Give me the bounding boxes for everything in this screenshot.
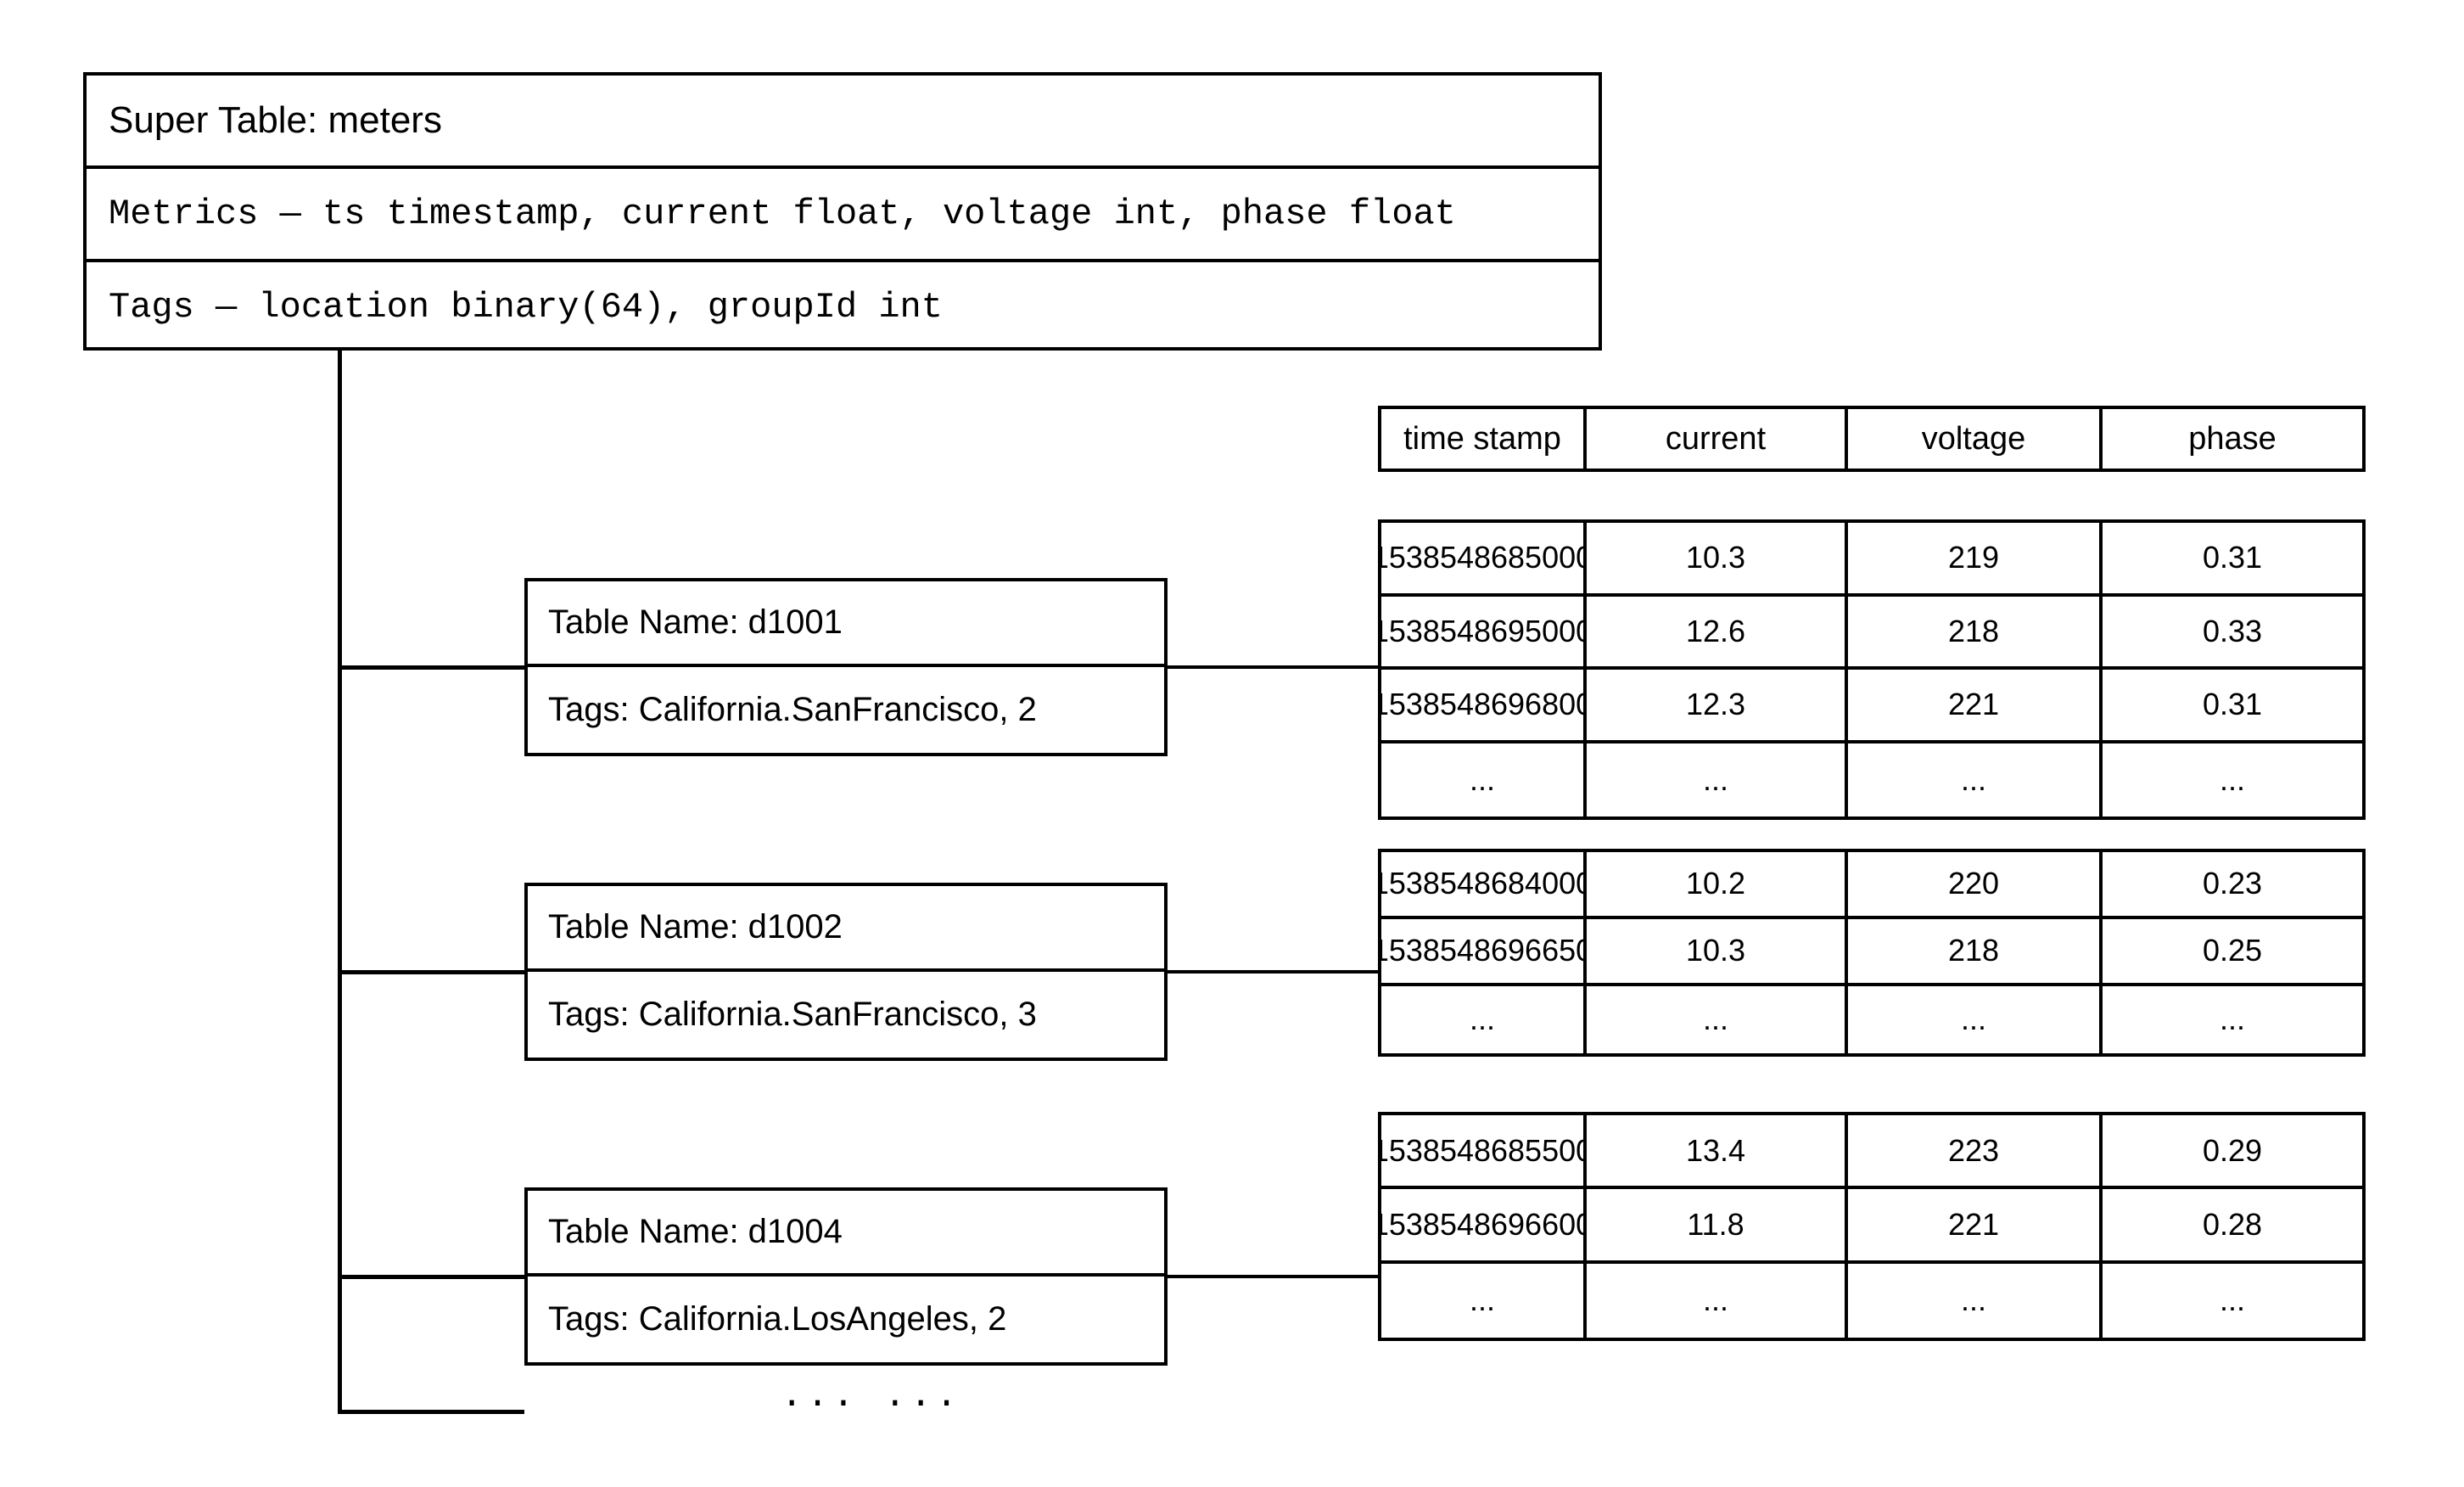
sub-table-name-row: Table Name: d1001 [528,581,1164,667]
sub-table-name-row: Table Name: d1004 [528,1191,1164,1277]
tree-branch-line-more [338,1410,524,1414]
data-table-header: time stamp current voltage phase [1378,406,2366,472]
table-row: 1538548696650 10.3 218 0.25 [1381,918,2362,986]
cell-phase: 0.29 [2202,1132,2263,1168]
table-row: 1538548696600 11.8 221 0.28 [1381,1189,2362,1264]
cell-time-stamp: 1538548696650 [1381,918,1587,983]
super-table-title: Super Table: meters [109,99,442,141]
tree-branch-line-2 [338,970,524,974]
sub-table-tags-row: Tags: California.LosAngeles, 2 [528,1277,1164,1362]
table-row-ellipsis: ... ... ... ... [1381,1263,2362,1338]
sub-table-name-row: Table Name: d1002 [528,886,1164,972]
tree-branch-line-3 [338,1275,524,1279]
sub-table-tags-label: Tags: California.SanFrancisco, 3 [548,996,1037,1033]
sub-table-tags-label: Tags: California.LosAngeles, 2 [548,1300,1007,1338]
more-tables-ellipsis: ... ... [781,1375,961,1417]
tree-trunk-line [338,351,342,1414]
data-table-d1002: 1538548684000 10.2 220 0.23 153854869665… [1378,849,2366,1057]
sub-table-name-label: Table Name: d1004 [548,1213,843,1250]
subtable-to-data-connector-2 [1168,970,1378,974]
cell-phase: ... [2219,761,2245,797]
cell-time-stamp: ... [1381,743,1587,816]
table-row: 1538548685000 10.3 219 0.31 [1381,523,2362,597]
cell-phase: 0.31 [2202,687,2263,722]
cell-current: 12.6 [1587,596,1848,666]
table-row-ellipsis: ... ... ... ... [1381,743,2362,816]
cell-phase: ... [2219,1002,2245,1037]
sub-table-tags-row: Tags: California.SanFrancisco, 2 [528,667,1164,753]
cell-time-stamp: ... [1381,1263,1587,1338]
cell-phase: 0.25 [2202,933,2263,968]
cell-phase: 0.31 [2202,540,2263,575]
cell-voltage: ... [1848,743,2103,816]
super-table-metrics-row: Metrics — ts timestamp, current float, v… [87,169,1599,262]
cell-voltage: 219 [1848,523,2103,593]
subtable-to-data-connector-3 [1168,1275,1378,1278]
data-table-d1004: 1538548685500 13.4 223 0.29 153854869660… [1378,1112,2366,1341]
column-header-phase: phase [2188,420,2276,457]
sub-table-name-label: Table Name: d1001 [548,603,843,641]
cell-current: ... [1587,743,1848,816]
cell-current: 13.4 [1587,1115,1848,1187]
super-table-title-row: Super Table: meters [87,76,1599,169]
cell-current: 10.2 [1587,852,1848,916]
sub-table-name-label: Table Name: d1002 [548,908,843,946]
sub-table-box-d1004: Table Name: d1004 Tags: California.LosAn… [524,1187,1168,1366]
super-table-tags: Tags — location binary(64), groupId int [109,287,943,328]
table-row-ellipsis: ... ... ... ... [1381,985,2362,1053]
column-header-voltage: voltage [1848,409,2103,469]
super-table-tags-row: Tags — location binary(64), groupId int [87,262,1599,352]
super-table-metrics: Metrics — ts timestamp, current float, v… [109,194,1456,234]
cell-current: ... [1587,985,1848,1053]
cell-time-stamp: 1538548685000 [1381,523,1587,593]
cell-time-stamp: 1538548696600 [1381,1189,1587,1260]
cell-phase: 0.33 [2202,613,2263,648]
cell-current: 12.3 [1587,670,1848,740]
table-header-row: time stamp current voltage phase [1381,409,2362,469]
cell-time-stamp: 1538548685500 [1381,1115,1587,1187]
column-header-current: current [1587,409,1848,469]
cell-time-stamp: ... [1381,985,1587,1053]
cell-phase: 0.23 [2202,866,2263,901]
cell-current: ... [1587,1263,1848,1338]
cell-voltage: 218 [1848,918,2103,983]
cell-voltage: 221 [1848,1189,2103,1260]
tree-branch-line-1 [338,665,524,670]
cell-phase: ... [2219,1282,2245,1318]
cell-current: 10.3 [1587,523,1848,593]
cell-voltage: 220 [1848,852,2103,916]
cell-phase: 0.28 [2202,1206,2263,1242]
column-header-time-stamp: time stamp [1381,409,1587,469]
cell-voltage: 218 [1848,596,2103,666]
table-row: 1538548696800 12.3 221 0.31 [1381,670,2362,744]
sub-table-box-d1002: Table Name: d1002 Tags: California.SanFr… [524,883,1168,1061]
cell-current: 11.8 [1587,1189,1848,1260]
sub-table-tags-label: Tags: California.SanFrancisco, 2 [548,691,1037,728]
cell-current: 10.3 [1587,918,1848,983]
cell-time-stamp: 1538548684000 [1381,852,1587,916]
cell-voltage: ... [1848,985,2103,1053]
cell-voltage: ... [1848,1263,2103,1338]
table-row: 1538548684000 10.2 220 0.23 [1381,852,2362,919]
sub-table-tags-row: Tags: California.SanFrancisco, 3 [528,972,1164,1058]
sub-table-box-d1001: Table Name: d1001 Tags: California.SanFr… [524,578,1168,756]
table-row: 1538548695000 12.6 218 0.33 [1381,596,2362,670]
cell-time-stamp: 1538548696800 [1381,670,1587,740]
data-table-d1001: 1538548685000 10.3 219 0.31 153854869500… [1378,519,2366,820]
cell-voltage: 223 [1848,1115,2103,1187]
cell-time-stamp: 1538548695000 [1381,596,1587,666]
super-table-box: Super Table: meters Metrics — ts timesta… [83,72,1602,351]
subtable-to-data-connector-1 [1168,665,1378,669]
table-row: 1538548685500 13.4 223 0.29 [1381,1115,2362,1190]
cell-voltage: 221 [1848,670,2103,740]
